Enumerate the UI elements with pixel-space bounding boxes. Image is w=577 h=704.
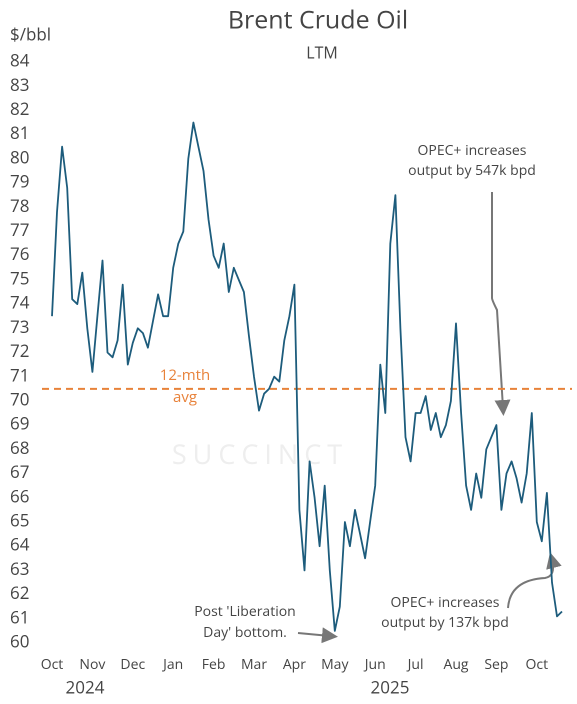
- y-tick-label: 83: [10, 73, 29, 96]
- annotation: output by 547k bpd: [408, 161, 536, 180]
- y-axis-label: $/bbl: [10, 23, 51, 46]
- x-tick-label: Feb: [202, 655, 226, 674]
- y-tick-label: 84: [10, 49, 30, 72]
- y-tick-label: 73: [10, 315, 29, 338]
- y-tick-label: 66: [10, 484, 29, 507]
- y-tick-label: 69: [10, 412, 29, 435]
- y-tick-label: 78: [10, 194, 29, 217]
- y-tick-label: 77: [10, 218, 29, 241]
- x-tick-label: Jun: [363, 655, 386, 674]
- annotation: output by 137k bpd: [381, 613, 509, 632]
- year-label: 2024: [66, 676, 105, 699]
- chart-title: Brent Crude Oil: [228, 3, 408, 37]
- x-tick-label: Sep: [484, 655, 508, 674]
- y-tick-label: 61: [10, 605, 29, 628]
- watermark: SUCCINCT: [172, 435, 348, 472]
- y-tick-label: 65: [10, 509, 29, 532]
- x-tick-label: Apr: [283, 655, 306, 674]
- y-tick-label: 64: [10, 533, 30, 556]
- y-tick-label: 82: [10, 97, 29, 120]
- x-tick-label: Aug: [443, 655, 468, 674]
- annotation-arrow: [491, 192, 511, 416]
- annotation: Day' bottom.: [203, 623, 287, 642]
- y-tick-label: 75: [10, 266, 29, 289]
- x-tick-label: Oct: [41, 655, 64, 674]
- x-tick-label: Dec: [120, 655, 145, 674]
- y-tick-label: 74: [10, 291, 30, 314]
- x-tick-label: Nov: [79, 655, 105, 674]
- x-tick-label: Mar: [241, 655, 267, 674]
- y-tick-label: 76: [10, 242, 29, 265]
- annotation: OPEC+ increases: [391, 593, 500, 612]
- x-tick-label: Jul: [406, 655, 424, 674]
- y-tick-label: 70: [10, 387, 29, 410]
- year-label: 2025: [371, 676, 410, 699]
- annotation-arrow: [507, 552, 562, 609]
- price-line: [51, 121, 563, 632]
- y-tick-label: 68: [10, 436, 29, 459]
- y-tick-label: 67: [10, 460, 29, 483]
- y-tick-label: 71: [10, 363, 29, 386]
- y-tick-label: 62: [10, 581, 29, 604]
- chart-subtitle: LTM: [306, 41, 338, 63]
- y-tick-label: 72: [10, 339, 29, 362]
- y-tick-label: 81: [10, 121, 29, 144]
- annotation-arrow: [297, 627, 338, 644]
- y-tick-label: 79: [10, 170, 29, 193]
- average-label: avg: [173, 387, 197, 407]
- y-tick-label: 63: [10, 557, 29, 580]
- annotation: OPEC+ increases: [418, 141, 527, 160]
- y-tick-label: 80: [10, 145, 29, 168]
- x-tick-label: May: [321, 655, 349, 674]
- annotation: Post 'Liberation: [194, 602, 296, 621]
- average-label: 12-mth: [160, 365, 210, 385]
- x-tick-label: Oct: [526, 655, 549, 674]
- y-tick-label: 60: [10, 630, 29, 653]
- x-tick-label: Jan: [161, 655, 183, 674]
